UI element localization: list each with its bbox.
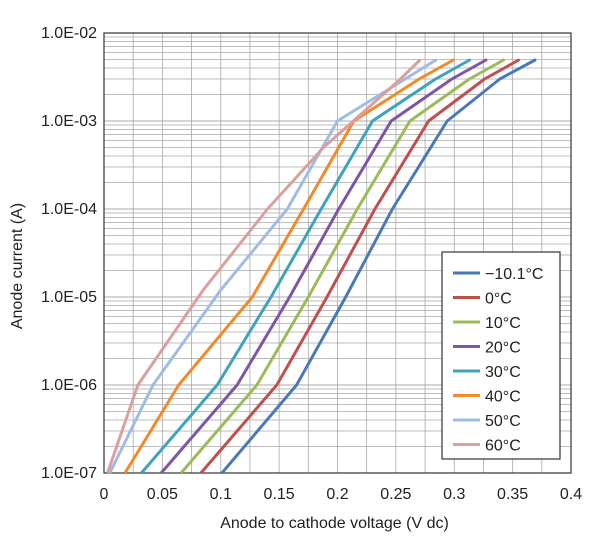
series-line-3 (179, 58, 506, 474)
x-axis-tick-labels: 0 0.05 0.1 0.15 0.2 0.25 0.3 0.35 0.4 (100, 486, 583, 503)
x-tick-label: 0.2 (326, 486, 348, 503)
series-line-6 (123, 58, 455, 474)
series-lines (106, 58, 537, 474)
y-axis-tick-labels: 1.0E-07 1.0E-06 1.0E-05 1.0E-04 1.0E-03 1.0E-… (41, 25, 97, 482)
y-tick-label: 1.0E-03 (41, 113, 97, 130)
legend-label: 50°C (485, 413, 521, 430)
legend-label: 60°C (485, 438, 521, 455)
legend-label: 40°C (485, 389, 521, 406)
series-line-5 (140, 58, 472, 474)
x-tick-label: 0.3 (443, 486, 465, 503)
legend-label: 0°C (485, 291, 512, 308)
x-tick-label: 0 (100, 486, 109, 503)
series-line-4 (160, 58, 488, 474)
legend-label: 10°C (485, 315, 521, 332)
x-tick-label: 0.05 (147, 486, 178, 503)
x-tick-label: 0.25 (380, 486, 411, 503)
series-line-7 (108, 58, 438, 474)
plot-area-border (103, 32, 572, 474)
series-line-8 (106, 58, 422, 474)
y-axis-title: Anode current (A) (9, 203, 26, 329)
y-tick-label: 1.0E-02 (41, 25, 97, 42)
series-line-1 (220, 58, 537, 474)
x-axis-title: Anode to cathode voltage (V dc) (220, 515, 449, 532)
y-tick-label: 1.0E-07 (41, 465, 97, 482)
x-tick-label: 0.1 (210, 486, 232, 503)
x-tick-label: 0.4 (560, 486, 582, 503)
legend: −10.1°C 0°C 10°C 20°C 30°C 40°C 50°C 60°C (441, 251, 561, 460)
x-tick-label: 0.15 (264, 486, 295, 503)
y-tick-label: 1.0E-04 (41, 201, 97, 218)
y-tick-label: 1.0E-06 (41, 377, 97, 394)
series-line-2 (199, 58, 521, 474)
x-tick-label: 0.35 (497, 486, 528, 503)
legend-label: 30°C (485, 364, 521, 381)
legend-label: −10.1°C (485, 266, 543, 283)
y-tick-label: 1.0E-05 (41, 289, 97, 306)
legend-label: 20°C (485, 340, 521, 357)
legend-box (441, 251, 561, 460)
